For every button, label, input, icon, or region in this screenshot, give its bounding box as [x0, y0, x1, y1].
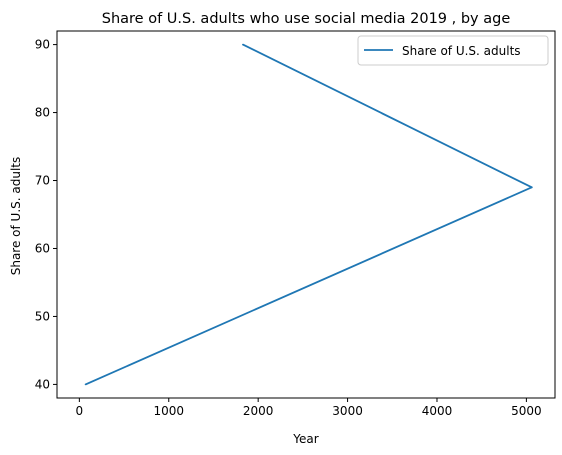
y-tick-label: 50: [35, 309, 50, 323]
data-point: [242, 43, 244, 46]
y-axis-label: Share of U.S. adults: [9, 157, 23, 276]
y-tick-label: 80: [35, 106, 50, 120]
axis-ticks: 0 1000 2000 3000 4000 5000 40 50 60 70 80 90: [35, 38, 542, 418]
x-tick-label: 5000: [511, 404, 542, 418]
data-point: [530, 186, 533, 189]
y-tick-label: 70: [35, 174, 50, 188]
y-tick-label: 40: [35, 377, 50, 391]
plot-frame: [56, 30, 556, 399]
x-tick-label: 1000: [153, 404, 184, 418]
x-tick-label: 4000: [422, 404, 453, 418]
legend-box: [357, 35, 549, 66]
x-tick-label: 2000: [243, 404, 274, 418]
data-series: [84, 43, 533, 386]
legend-label: Share of U.S. adults: [402, 44, 521, 58]
data-point: [84, 383, 87, 386]
x-tick-label: 3000: [332, 404, 363, 418]
legend: Share of U.S. adults: [357, 35, 549, 66]
y-tick-label: 90: [35, 38, 50, 52]
x-tick-label: 0: [76, 404, 84, 418]
chart-title: Share of U.S. adults who use social medi…: [102, 11, 511, 27]
y-tick-label: 60: [35, 241, 50, 255]
x-axis-label: Year: [292, 432, 318, 446]
